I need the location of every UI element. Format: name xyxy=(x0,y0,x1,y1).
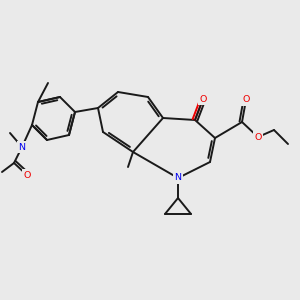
Text: O: O xyxy=(23,170,31,179)
Text: O: O xyxy=(242,95,250,104)
Text: O: O xyxy=(199,94,207,103)
Text: N: N xyxy=(175,173,182,182)
Text: N: N xyxy=(19,142,26,152)
Text: O: O xyxy=(254,133,262,142)
